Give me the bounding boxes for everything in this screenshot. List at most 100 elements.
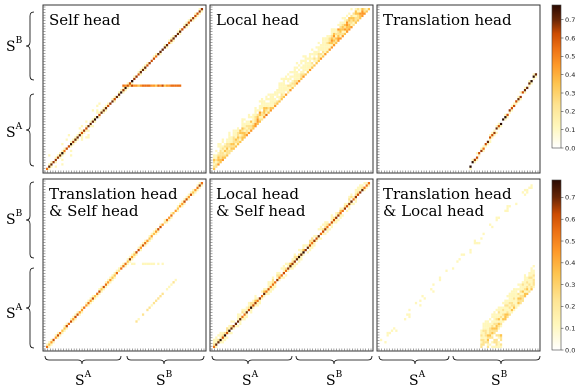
heatmap-cell [361, 8, 364, 11]
heatmap-cell [63, 149, 66, 153]
heatmap-cell [350, 202, 353, 206]
heatmap-cell [300, 73, 303, 76]
heatmap-cell [289, 68, 292, 72]
heatmap-cell [521, 294, 524, 298]
heatmap-cell [80, 129, 84, 132]
heatmap-cell [324, 223, 327, 226]
heatmap-cell [335, 211, 338, 215]
heatmap-cell [221, 154, 224, 157]
heatmap-cell [304, 71, 307, 74]
heatmap-cell [313, 235, 316, 238]
heatmap-cell [65, 147, 68, 150]
heatmap-cell [250, 125, 253, 128]
heatmap-cell [513, 104, 516, 108]
heatmap-cell [346, 23, 349, 27]
heatmap-cell [315, 46, 318, 49]
heatmap-cell [311, 50, 314, 54]
heatmap-cell [185, 195, 188, 199]
heatmap-cell [243, 131, 246, 135]
heatmap-cell [74, 136, 77, 139]
heatmap-cell [386, 334, 389, 337]
heatmap-cell [523, 281, 527, 284]
heatmap-cell [243, 122, 246, 126]
heatmap-cell [510, 294, 514, 298]
heatmap-cell [482, 145, 485, 148]
heatmap-cell [508, 111, 511, 114]
heatmap-cell [335, 35, 338, 38]
heatmap-cell [247, 131, 251, 135]
heatmap-cell [159, 223, 162, 226]
heatmap-cell [61, 154, 64, 157]
heatmap-cell [300, 246, 303, 249]
heatmap-cell [510, 311, 514, 314]
heatmap-cell [226, 327, 229, 330]
heatmap-cell [328, 228, 331, 231]
heatmap-cell [265, 107, 268, 110]
heatmap-cell [343, 30, 347, 33]
heatmap-cell [352, 14, 355, 18]
heatmap-cell [523, 274, 527, 277]
heatmap-cell [258, 301, 262, 305]
heatmap-cell [343, 207, 347, 210]
heatmap-cell [515, 297, 518, 300]
heatmap-cell [311, 64, 314, 67]
heatmap-cell [521, 285, 524, 289]
heatmap-cell [502, 116, 505, 119]
heatmap-cell [480, 334, 483, 337]
panel-title-line: Translation head [49, 185, 178, 203]
heatmap-cell [250, 116, 253, 119]
heatmap-cell [302, 75, 305, 78]
heatmap-cell [72, 140, 75, 144]
heatmap-cell [120, 267, 123, 270]
heatmap-cell [85, 304, 88, 307]
heatmap-cell [69, 140, 73, 144]
heatmap-cell [232, 140, 235, 144]
heatmap-cell [480, 329, 483, 332]
heatmap-cell [523, 278, 527, 282]
heatmap-cell [234, 129, 238, 132]
heatmap-cell [265, 98, 268, 101]
heatmap-cell [278, 100, 281, 103]
heatmap-cell [215, 338, 218, 342]
heatmap-cell [157, 297, 160, 300]
heatmap-cell [256, 294, 259, 298]
heatmap-cell [526, 276, 529, 279]
heatmap-cell [91, 122, 95, 126]
heatmap-cell [475, 158, 479, 162]
heatmap-cell [72, 143, 75, 146]
heatmap-cell [271, 104, 275, 108]
heatmap-cell [408, 315, 411, 319]
heatmap-cell [102, 288, 105, 291]
heatmap-cell [326, 228, 329, 231]
heatmap-cell [326, 41, 329, 45]
heatmap-cell [263, 292, 266, 296]
heatmap-cell [293, 260, 296, 263]
heatmap-cell [526, 89, 529, 92]
heatmap-cell [515, 301, 518, 305]
heatmap-cell [348, 21, 351, 24]
heatmap-cell [271, 276, 275, 279]
heatmap-cell [181, 205, 184, 208]
heatmap-cell [113, 274, 116, 277]
heatmap-cell [87, 122, 90, 126]
heatmap-cell [419, 304, 422, 307]
heatmap-cell [252, 113, 255, 117]
heatmap-cell [322, 223, 325, 226]
heatmap-cell [241, 134, 244, 137]
heatmap-cell [287, 267, 290, 270]
heatmap-cell [354, 8, 357, 11]
heatmap-cell [48, 163, 51, 166]
heatmap-cell [280, 276, 283, 279]
heatmap-cell [484, 336, 487, 339]
heatmap-cell [165, 218, 169, 222]
heatmap-cell [388, 331, 391, 335]
heatmap-cell [254, 304, 257, 307]
heatmap-cell [254, 301, 257, 305]
heatmap-cell [245, 122, 248, 126]
heatmap-cell [293, 255, 296, 259]
heatmap-cell [339, 23, 342, 27]
heatmap-cell [484, 327, 487, 330]
heatmap-cell [245, 134, 248, 137]
heatmap-cell [98, 111, 101, 114]
heatmap-cell [287, 91, 290, 94]
